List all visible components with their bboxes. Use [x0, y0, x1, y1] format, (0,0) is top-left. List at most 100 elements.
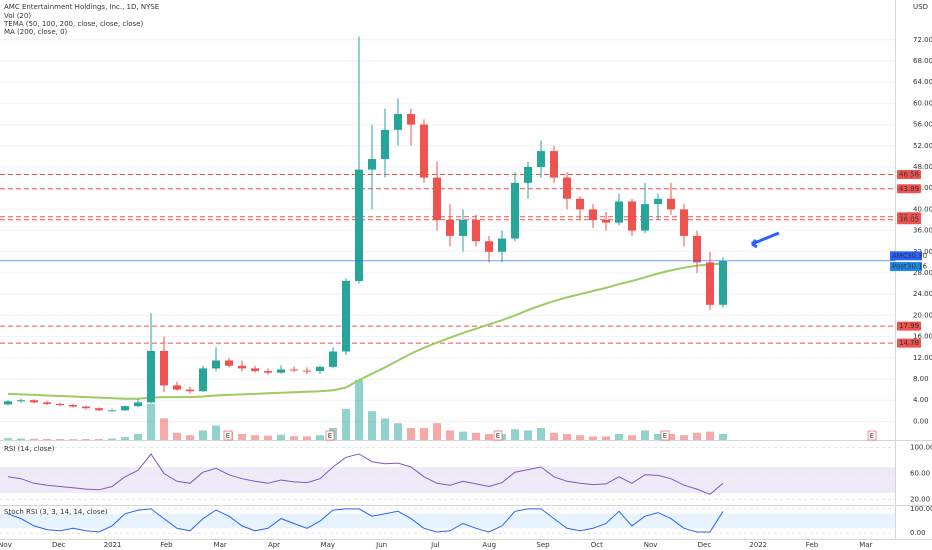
candle-body	[641, 204, 649, 231]
volume-bar	[69, 439, 77, 440]
x-tick-label: May	[321, 541, 335, 549]
candle-body	[680, 209, 688, 236]
y-tick-label: 24.00	[913, 290, 932, 298]
x-tick-label: Feb	[160, 541, 173, 549]
volume-bar	[95, 438, 103, 440]
volume-bar	[368, 411, 376, 440]
volume-bar	[264, 435, 272, 440]
x-tick-label: Nov	[644, 541, 658, 549]
chart-title: AMC Entertainment Holdings, Inc., 1D, NY…	[4, 3, 159, 11]
x-tick-label: Sep	[536, 541, 550, 549]
candle-body	[615, 201, 623, 223]
plot-layer: 0.00 4.00 8.00 12.00 16.00 20.00 24.00 28.00 32.…	[0, 36, 932, 549]
candle-body	[602, 220, 610, 223]
volume-bar	[420, 428, 428, 440]
earnings-label: E	[328, 432, 332, 440]
level-label: 43.89	[899, 185, 919, 193]
volume-bar	[108, 438, 116, 440]
y-tick-label: 52.00	[913, 142, 932, 150]
y-tick-label: 72.00	[913, 36, 932, 44]
candle-body	[524, 166, 532, 183]
candle-body	[251, 368, 259, 372]
volume-bar	[511, 429, 519, 440]
volume-bar	[303, 436, 311, 440]
price-symbol: AMC	[892, 252, 908, 260]
price-tag	[890, 262, 922, 272]
volume-bar	[407, 428, 415, 440]
volume-bar	[134, 434, 142, 440]
y-tick-label: 60.00	[913, 99, 932, 107]
candle-body	[654, 198, 662, 205]
earnings-marker	[867, 430, 877, 441]
y-tick-label: 8.00	[913, 375, 929, 383]
x-tick-label: Apr	[268, 541, 280, 549]
candle-body	[56, 403, 64, 406]
price-label: 30.16	[907, 263, 928, 271]
volume-bar	[290, 436, 298, 440]
candle-body	[173, 385, 181, 390]
candle-body	[719, 260, 727, 305]
candle-body	[511, 182, 519, 239]
candle-body	[693, 235, 701, 263]
y-tick-label: 16.00	[913, 333, 932, 341]
level-tag	[897, 215, 921, 225]
volume-bar	[589, 436, 597, 440]
candle-body	[472, 220, 480, 242]
indicator-label: RSI (14, close)	[4, 445, 55, 453]
level-label: 17.99	[899, 322, 919, 330]
volume-bar	[628, 435, 636, 440]
y-tick-label: 48.00	[913, 163, 932, 171]
candle-body	[95, 408, 103, 411]
earnings-label: E	[870, 432, 874, 440]
earnings-marker	[223, 430, 233, 441]
indicator-label: TEMA (50, 100, 200, close, close, close)	[3, 20, 143, 28]
volume-bar	[342, 408, 350, 440]
candle-body	[420, 124, 428, 178]
earnings-label: E	[226, 432, 230, 440]
candle-body	[589, 209, 597, 220]
y-tick-label: 64.00	[913, 78, 932, 86]
ma-line	[7, 262, 724, 400]
candle-body	[69, 405, 77, 407]
volume-bar	[446, 430, 454, 440]
volume-bar	[4, 438, 12, 440]
candle-body	[628, 201, 636, 231]
price-tag	[890, 251, 922, 261]
indicator-label: Vol (20)	[4, 12, 31, 20]
volume-bar	[615, 434, 623, 440]
y-tick-label: 36.00	[913, 227, 932, 235]
candle-body	[537, 151, 545, 167]
volume-bar	[173, 432, 181, 440]
x-tick-label: 2021	[104, 541, 122, 549]
y-tick-label: 0.00	[910, 529, 926, 537]
x-tick-label: Mar	[859, 541, 872, 549]
candle-body	[186, 389, 194, 392]
y-tick-label: 100.00	[910, 505, 932, 513]
candle-body	[355, 169, 363, 281]
volume-bar	[277, 434, 285, 440]
candle-body	[277, 369, 285, 373]
volume-bar	[654, 434, 662, 440]
volume-bar	[602, 436, 610, 440]
earnings-marker	[493, 430, 503, 441]
x-tick-label: 2022	[749, 541, 767, 549]
indicator-label: Stoch RSI (3, 3, 14, 14, close)	[4, 508, 108, 516]
price-label: 30.30	[907, 252, 927, 260]
candle-body	[446, 220, 454, 236]
volume-bar	[316, 435, 324, 440]
x-tick-label: Jun	[375, 541, 387, 549]
volume-bar	[30, 438, 38, 440]
candle-body	[303, 370, 311, 372]
candle-body	[563, 177, 571, 199]
y-tick-label: 56.00	[913, 121, 932, 129]
earnings-label: E	[663, 432, 667, 440]
earnings-marker	[660, 430, 670, 441]
candle-body	[82, 406, 90, 409]
candle-body	[667, 198, 675, 210]
volume-bar	[680, 435, 688, 440]
level-tag	[897, 170, 921, 180]
candle-body	[108, 410, 116, 412]
volume-bar	[641, 430, 649, 440]
osc-band	[0, 513, 895, 529]
